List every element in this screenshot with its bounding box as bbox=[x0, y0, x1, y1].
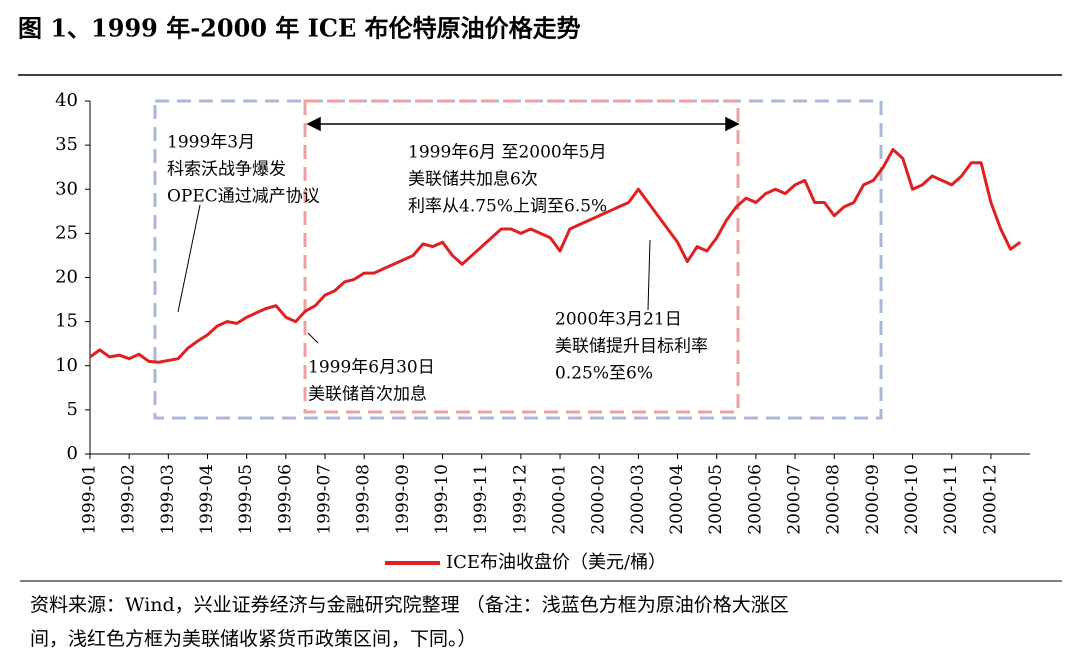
annotation: 美联储首次加息 bbox=[308, 385, 427, 405]
x-tick-label: 1999-12 bbox=[510, 464, 530, 535]
x-tick-label: 1999-05 bbox=[236, 464, 256, 535]
x-tick-label: 2000-04 bbox=[667, 464, 687, 535]
x-tick-label: 2000-08 bbox=[824, 464, 844, 535]
x-tick-label: 2000-10 bbox=[902, 464, 922, 535]
blue-box bbox=[153, 99, 883, 420]
y-tick-label: 5 bbox=[67, 399, 78, 420]
legend-label: ICE布油收盘价（美元/桶） bbox=[446, 552, 666, 573]
y-tick-label: 20 bbox=[55, 267, 78, 288]
x-tick-label: 2000-11 bbox=[941, 464, 961, 535]
leader-line bbox=[307, 332, 319, 344]
red-box bbox=[303, 99, 740, 414]
y-tick-label: 35 bbox=[55, 134, 78, 155]
x-tick-label: 1999-06 bbox=[275, 464, 295, 535]
footnote: 间，浅红色方框为美联储收紧货币政策区间，下同。） bbox=[30, 628, 477, 650]
x-tick-label: 1999-07 bbox=[315, 464, 335, 535]
annotation: 1999年6月30日 bbox=[308, 358, 435, 378]
annotation: 2000年3月21日 bbox=[555, 310, 682, 330]
footnote: 资料来源：Wind，兴业证券经济与金融研究院整理 （备注：浅蓝色方框为原油价格大… bbox=[30, 594, 789, 616]
x-tick-label: 2000-07 bbox=[785, 464, 805, 535]
y-tick-label: 40 bbox=[55, 90, 78, 111]
y-tick-label: 15 bbox=[55, 311, 78, 332]
annotation: 科索沃战争爆发 bbox=[167, 160, 286, 180]
line bbox=[89, 148, 1022, 364]
x-tick-label: 2000-05 bbox=[706, 464, 726, 535]
x-tick-label: 1999-04 bbox=[197, 464, 217, 535]
x-tick-label: 2000-12 bbox=[980, 464, 1000, 535]
x-tick-label: 2000-09 bbox=[863, 464, 883, 535]
annotation: OPEC通过减产协议 bbox=[167, 187, 320, 207]
leader-line bbox=[647, 239, 651, 311]
y-tick-label: 10 bbox=[55, 355, 78, 376]
annotation: 1999年6月 至2000年5月 bbox=[408, 143, 607, 163]
y-tick-label: 0 bbox=[67, 443, 78, 464]
x-tick-label: 2000-06 bbox=[745, 464, 765, 535]
x-tick-label: 1999-11 bbox=[471, 464, 491, 535]
annotation: 0.25%至6% bbox=[555, 364, 653, 384]
x-tick-label: 2000-01 bbox=[550, 464, 570, 535]
x-tick-label: 2000-02 bbox=[589, 464, 609, 535]
x-tick-label: 1999-08 bbox=[354, 464, 374, 535]
y-tick-label: 25 bbox=[55, 222, 78, 243]
x-tick-label: 1999-02 bbox=[119, 464, 139, 535]
x-tick-label: 1999-03 bbox=[158, 464, 178, 535]
x-tick-label: 2000-03 bbox=[628, 464, 648, 535]
annotation: 美联储共加息6次 bbox=[408, 170, 538, 190]
chart-title: 图 1、1999 年-2000 年 ICE 布伦特原油价格走势 bbox=[18, 14, 581, 43]
annotation: 利率从4.75%上调至6.5% bbox=[408, 197, 607, 217]
x-tick-label: 1999-01 bbox=[80, 464, 100, 535]
leader-line bbox=[177, 204, 201, 313]
annotation: 1999年3月 bbox=[167, 133, 255, 153]
annotation: 美联储提升目标利率 bbox=[555, 337, 708, 357]
y-tick-label: 30 bbox=[55, 178, 78, 199]
x-tick-label: 1999-10 bbox=[432, 464, 452, 535]
arrow bbox=[306, 116, 740, 132]
x-tick-label: 1999-09 bbox=[393, 464, 413, 535]
